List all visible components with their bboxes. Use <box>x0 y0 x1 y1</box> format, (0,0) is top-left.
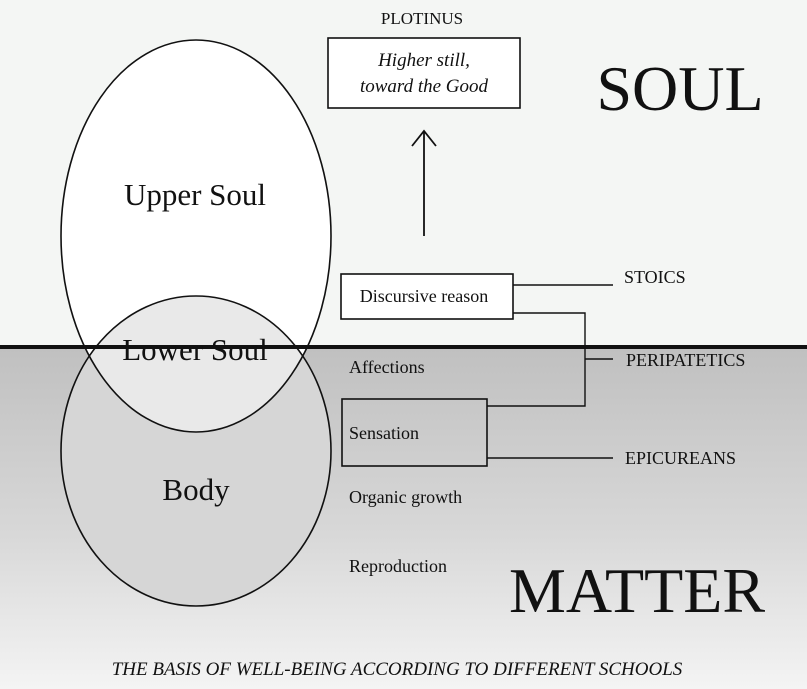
lower-soul-label: Lower Soul <box>122 332 268 367</box>
upper-soul-outline <box>60 39 332 433</box>
body-label: Body <box>162 472 230 507</box>
upper-soul-label: Upper Soul <box>124 177 266 212</box>
stoics-label: STOICS <box>624 267 686 287</box>
peripatetics-label: PERIPATETICS <box>626 350 745 370</box>
discursive-reason-box <box>340 273 514 320</box>
sensation-box <box>341 398 488 467</box>
affections-label: Affections <box>349 357 425 377</box>
caption: THE BASIS OF WELL-BEING ACCORDING TO DIF… <box>112 659 683 680</box>
organic-growth-label: Organic growth <box>349 487 462 507</box>
plotinus-box-line2: toward the Good <box>360 76 489 97</box>
upward-arrow-icon <box>411 129 437 147</box>
sensation-label: Sensation <box>349 423 419 443</box>
matter-region-label: MATTER <box>509 555 765 626</box>
soul-region-label: SOUL <box>596 53 763 124</box>
discursive-reason-label: Discursive reason <box>360 286 488 306</box>
reproduction-label: Reproduction <box>349 556 447 576</box>
plotinus-box-line1: Higher still, <box>377 50 470 71</box>
epicureans-label: EPICUREANS <box>625 448 736 468</box>
plotinus-label: PLOTINUS <box>381 9 463 28</box>
lower-soul-lens <box>61 296 331 432</box>
plotinus-box <box>327 37 521 109</box>
body-outline <box>60 295 332 607</box>
